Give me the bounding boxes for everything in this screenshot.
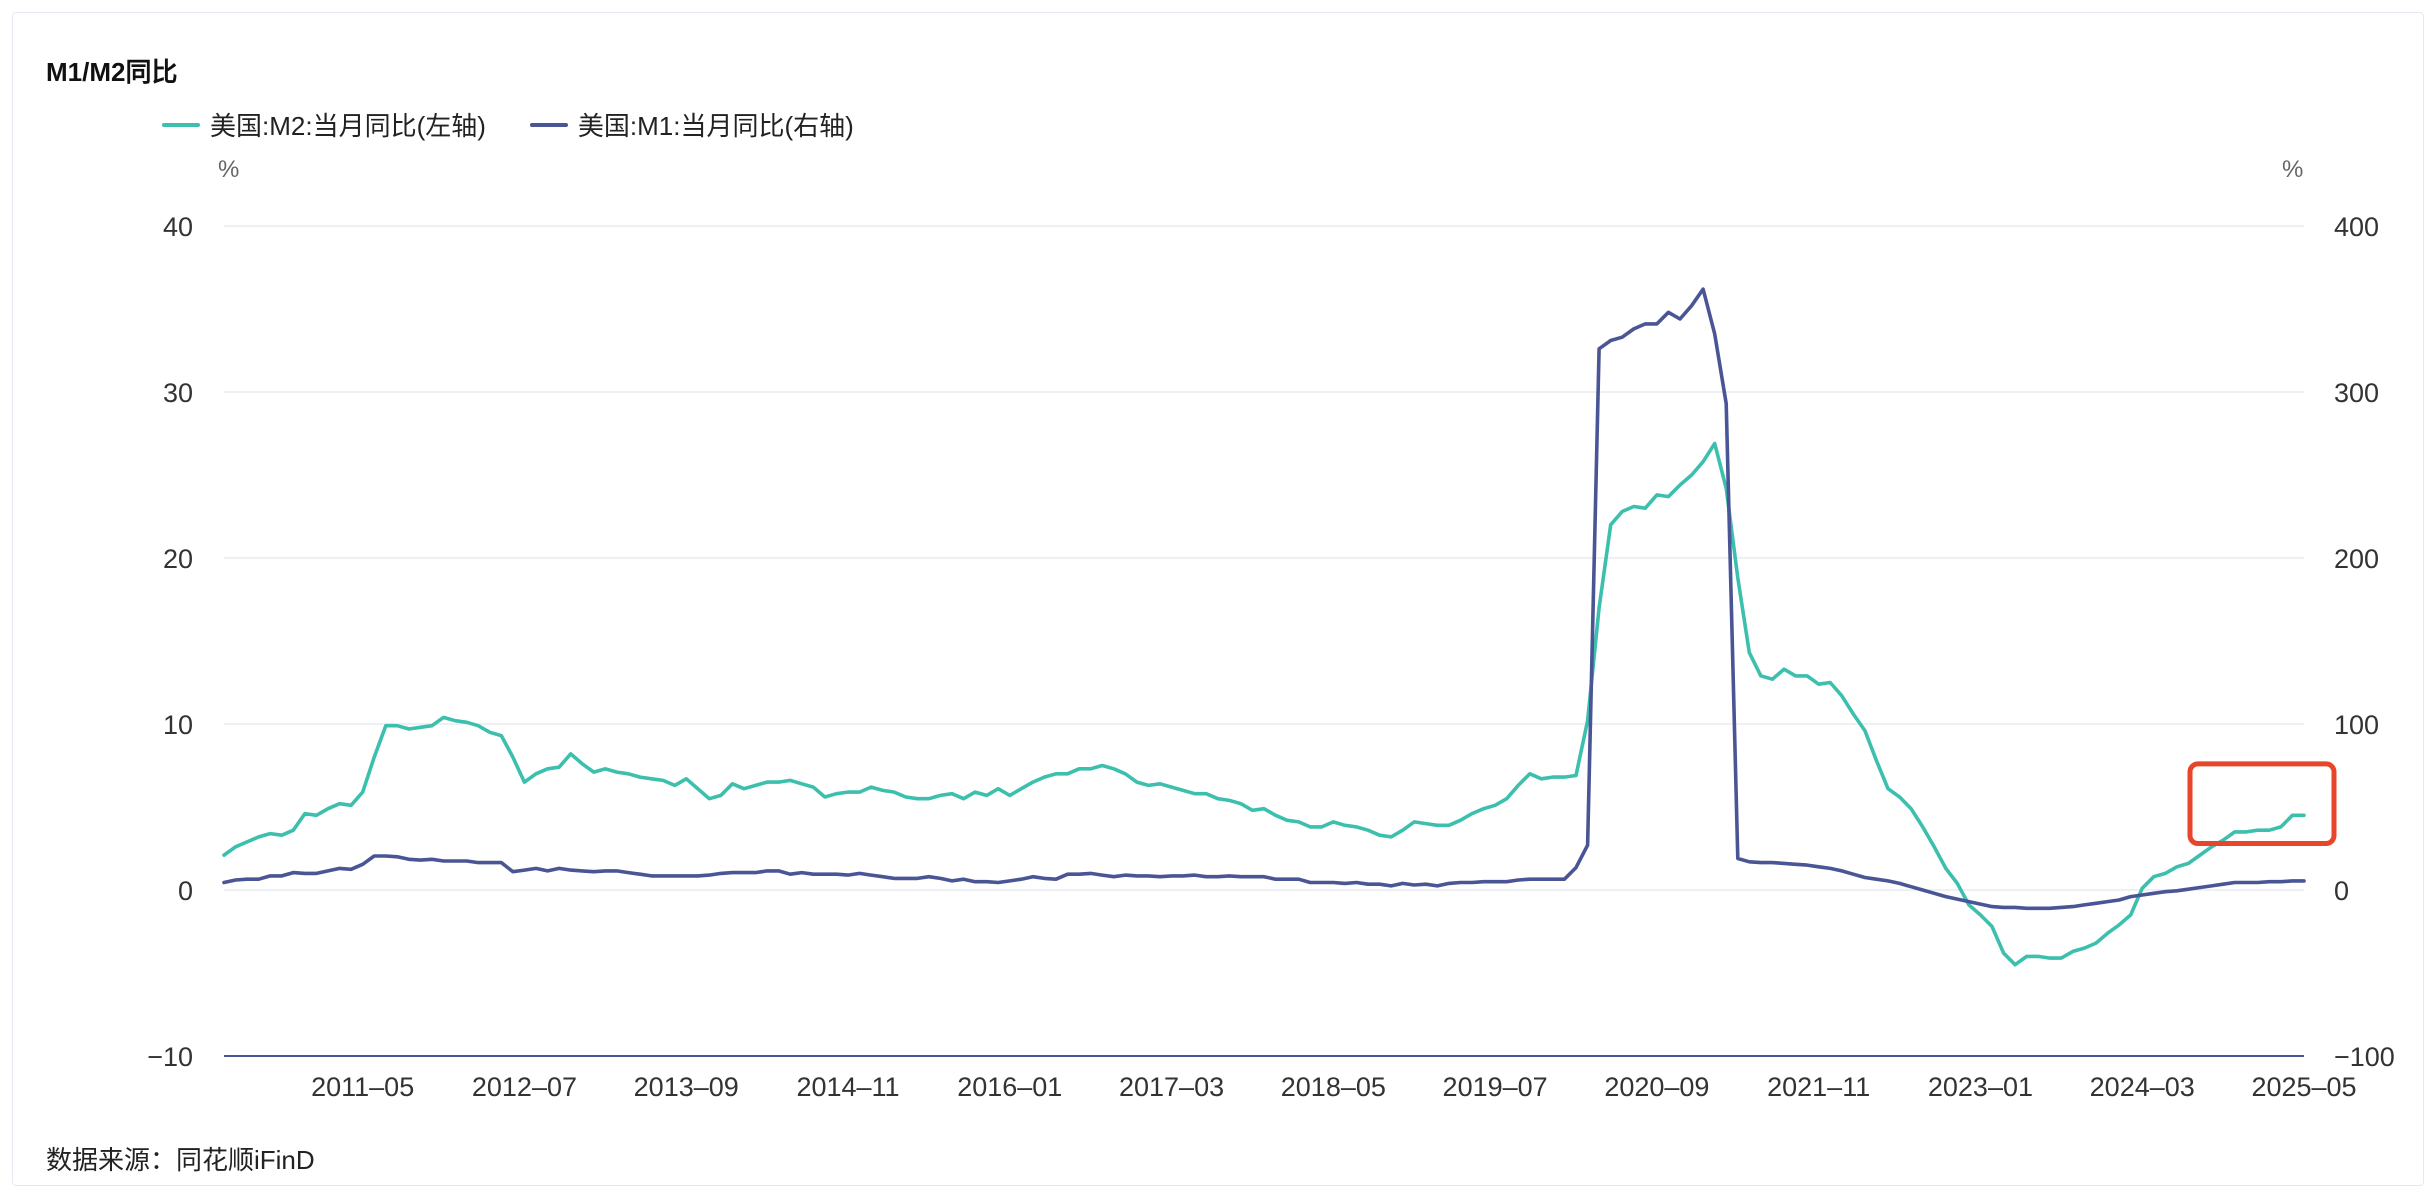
x-tick-label: 2014–11	[796, 1072, 899, 1102]
series-layer	[222, 287, 2306, 967]
x-tick-label: 2019–07	[1443, 1072, 1548, 1102]
chart-title: M1/M2同比	[46, 57, 178, 87]
x-tick-label: 2025–05	[2251, 1072, 2356, 1102]
left-tick-label: 20	[163, 544, 193, 574]
legend-label-m2: 美国:M2:当月同比(左轴)	[210, 111, 486, 141]
right-tick-label: 100	[2334, 710, 2379, 740]
right-axis-ticks: −100 0 100 200 300 400	[2334, 212, 2395, 1072]
x-tick-label: 2017–03	[1119, 1072, 1224, 1102]
right-axis-unit: %	[2282, 156, 2304, 183]
left-tick-label: 10	[163, 710, 193, 740]
x-tick-label: 2023–01	[1928, 1072, 2033, 1102]
series-line-m2[interactable]	[222, 441, 2306, 967]
x-tick-label: 2018–05	[1281, 1072, 1386, 1102]
legend-item-m1[interactable]: 美国:M1:当月同比(右轴)	[529, 106, 854, 143]
highlight-annotation-box	[2187, 761, 2337, 847]
right-tick-label: 400	[2334, 212, 2379, 242]
x-tick-label: 2016–01	[957, 1072, 1062, 1102]
x-tick-label: 2013–09	[634, 1072, 739, 1102]
x-axis-ticks: 2011–05 2012–07 2013–09 2014–11 2016–01 2017–…	[311, 1072, 2356, 1102]
legend: 美国:M2:当月同比(左轴) 美国:M1:当月同比(右轴)	[162, 106, 854, 143]
left-tick-label: 0	[178, 876, 193, 906]
left-axis-ticks: −10 0 10 20 30 40	[147, 212, 193, 1072]
data-source: 数据来源：同花顺iFinD	[46, 1145, 315, 1175]
right-tick-label: −100	[2334, 1042, 2395, 1072]
legend-item-m2[interactable]: 美国:M2:当月同比(左轴)	[162, 106, 486, 143]
x-tick-label: 2024–03	[2090, 1072, 2195, 1102]
grid-lines	[224, 225, 2304, 891]
left-tick-label: −10	[147, 1042, 193, 1072]
right-tick-label: 200	[2334, 544, 2379, 574]
left-tick-label: 40	[163, 212, 193, 242]
legend-swatch-m2	[162, 122, 200, 127]
left-axis-unit: %	[218, 156, 240, 183]
x-tick-label: 2020–09	[1604, 1072, 1709, 1102]
right-tick-label: 300	[2334, 378, 2379, 408]
series-line-m1[interactable]	[222, 287, 2306, 911]
legend-swatch-m1	[529, 122, 568, 127]
x-tick-label: 2012–07	[472, 1072, 577, 1102]
right-tick-label: 0	[2334, 876, 2349, 906]
chart-card	[12, 12, 2424, 1186]
x-tick-label: 2021–11	[1767, 1072, 1870, 1102]
legend-label-m1: 美国:M1:当月同比(右轴)	[577, 111, 854, 141]
left-tick-label: 30	[163, 378, 193, 408]
x-tick-label: 2011–05	[311, 1072, 414, 1102]
